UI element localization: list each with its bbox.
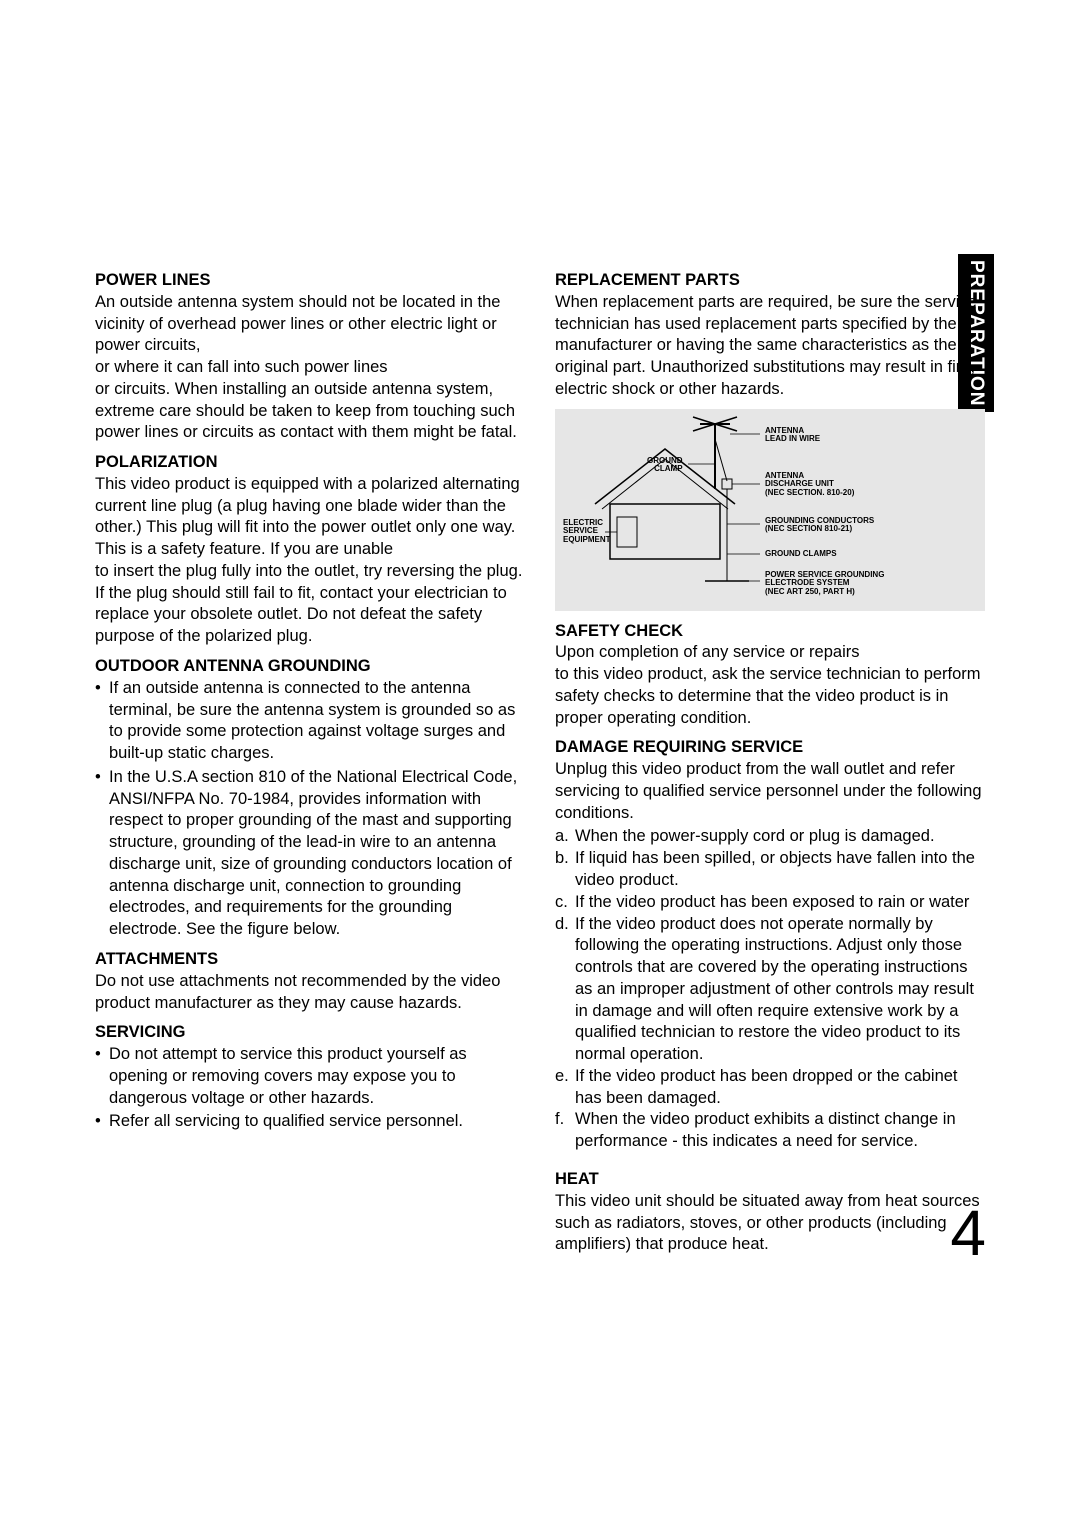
text-heat: This video unit should be situated away … (555, 1191, 985, 1256)
list-damage-requiring: a.When the power-supply cord or plug is … (555, 826, 985, 1152)
diagram-label: GROUNDCLAMP (647, 457, 683, 475)
page-number: 4 (950, 1196, 986, 1270)
text-attachments: Do not use attachments not recommended b… (95, 971, 525, 1015)
heading-replacement-parts: REPLACEMENT PARTS (555, 270, 985, 292)
heading-attachments: ATTACHMENTS (95, 949, 525, 971)
antenna-grounding-diagram: ANTENNALEAD IN WIRE GROUNDCLAMP ANTENNAD… (555, 409, 985, 611)
heading-power-lines: POWER LINES (95, 270, 525, 292)
heading-outdoor-antenna: OUTDOOR ANTENNA GROUNDING (95, 656, 525, 678)
diagram-label: ELECTRICSERVICEEQUIPMENT (563, 519, 611, 545)
diagram-label: POWER SERVICE GROUNDINGELECTRODE SYSTEM(… (765, 571, 884, 597)
diagram-label: GROUND CLAMPS (765, 550, 837, 559)
right-column: REPLACEMENT PARTS When replacement parts… (555, 270, 985, 1258)
list-item: d.If the video product does not operate … (555, 914, 985, 1066)
text-replacement-parts: When replacement parts are required, be … (555, 292, 985, 401)
list-servicing: Do not attempt to service this product y… (95, 1044, 525, 1133)
list-item: b.If liquid has been spilled, or objects… (555, 848, 985, 892)
list-item: Refer all servicing to qualified service… (95, 1111, 525, 1133)
heading-servicing: SERVICING (95, 1022, 525, 1044)
list-outdoor-antenna: If an outside antenna is connected to th… (95, 678, 525, 941)
list-item: a.When the power-supply cord or plug is … (555, 826, 985, 848)
diagram-label: ANTENNADISCHARGE UNIT(NEC SECTION. 810-2… (765, 472, 854, 498)
list-item: If an outside antenna is connected to th… (95, 678, 525, 765)
text-power-lines: An outside antenna system should not be … (95, 292, 525, 444)
text-polarization: This video product is equipped with a po… (95, 474, 525, 648)
list-item: In the U.S.A section 810 of the National… (95, 767, 525, 941)
list-item: f.When the video product exhibits a dist… (555, 1109, 985, 1153)
left-column: POWER LINES An outside antenna system sh… (95, 270, 525, 1258)
heading-heat: HEAT (555, 1169, 985, 1191)
text-damage-intro: Unplug this video product from the wall … (555, 759, 985, 824)
list-item: c.If the video product has been exposed … (555, 892, 985, 914)
diagram-label: ANTENNALEAD IN WIRE (765, 427, 820, 445)
page-content: POWER LINES An outside antenna system sh… (95, 270, 985, 1258)
list-item: e.If the video product has been dropped … (555, 1066, 985, 1110)
heading-damage-requiring: DAMAGE REQUIRING SERVICE (555, 737, 985, 759)
heading-safety-check: SAFETY CHECK (555, 621, 985, 643)
text-safety-check: Upon completion of any service or repair… (555, 642, 985, 729)
list-item: Do not attempt to service this product y… (95, 1044, 525, 1109)
diagram-label: GROUNDING CONDUCTORS(NEC SECTION 810-21) (765, 517, 874, 535)
heading-polarization: POLARIZATION (95, 452, 525, 474)
